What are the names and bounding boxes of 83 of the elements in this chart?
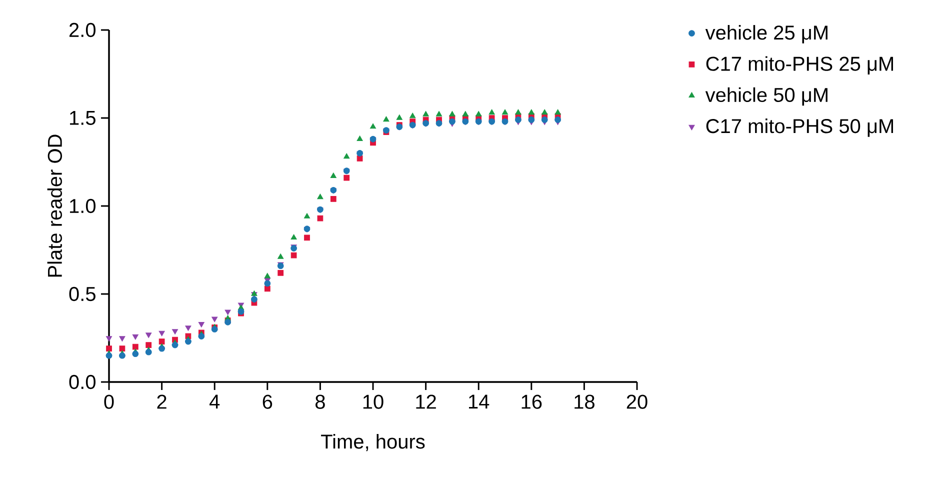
y-tick-label: 0.0	[69, 374, 96, 390]
point	[462, 111, 468, 116]
point	[515, 116, 522, 123]
y-tick-label: 2.0	[69, 22, 96, 38]
point	[185, 338, 192, 345]
point	[158, 330, 165, 336]
x-tick-label: 12	[416, 394, 436, 409]
point	[356, 136, 363, 141]
point	[132, 344, 138, 350]
point	[106, 346, 112, 352]
point	[410, 112, 416, 118]
point	[158, 338, 165, 344]
y-tick-label: 1.0	[70, 198, 96, 214]
point	[145, 348, 152, 356]
legend-label: vehicle 50 μM	[705, 87, 828, 106]
point	[198, 322, 204, 328]
legend-label: C17 mito-PHS 25 μM	[706, 56, 893, 75]
point	[317, 215, 324, 222]
point	[224, 310, 231, 316]
point	[106, 352, 112, 359]
x-tick-label: 20	[626, 394, 648, 409]
point	[383, 116, 390, 122]
point	[146, 342, 152, 348]
point	[396, 114, 402, 120]
point	[146, 332, 152, 338]
point	[422, 111, 429, 116]
point	[528, 109, 534, 115]
point	[198, 333, 205, 340]
point	[119, 346, 126, 352]
point	[304, 213, 310, 218]
point	[344, 174, 350, 181]
point	[449, 111, 456, 116]
x-tick-label: 16	[522, 394, 542, 409]
x-tick-label: 0	[104, 394, 114, 409]
point	[278, 254, 284, 259]
x-tick-label: 18	[574, 394, 594, 409]
point	[290, 234, 297, 240]
point	[172, 342, 178, 348]
x-tick-label: 2	[157, 394, 166, 409]
point	[330, 196, 336, 202]
x-tick-label: 4	[210, 394, 220, 408]
point	[515, 109, 522, 115]
point	[370, 123, 376, 129]
point	[278, 270, 284, 276]
legend-label: vehicle 25 μM	[705, 25, 828, 44]
x-tick-label: 10	[363, 394, 384, 409]
point	[304, 234, 310, 241]
point	[132, 334, 138, 340]
point	[502, 109, 508, 115]
point	[344, 153, 350, 159]
point	[290, 252, 297, 258]
point	[212, 316, 218, 322]
x-tick-label: 14	[469, 394, 490, 408]
point	[542, 109, 548, 115]
point	[185, 326, 192, 331]
point	[264, 286, 270, 292]
point	[554, 109, 561, 115]
x-axis-title: Time, hours	[321, 434, 425, 452]
point	[330, 172, 336, 178]
point	[119, 336, 126, 342]
point	[488, 109, 495, 115]
point	[528, 116, 535, 123]
point	[356, 156, 363, 162]
y-axis-title: Plate reader OD	[47, 134, 62, 277]
x-tick-label: 6	[262, 394, 272, 409]
point	[158, 345, 166, 352]
point	[317, 194, 324, 200]
x-tick-label: 8	[316, 394, 325, 409]
point	[541, 116, 548, 123]
legend-label: C17 mito-PHS 50 μM	[706, 118, 893, 137]
point	[106, 336, 112, 342]
y-tick-label: 1.5	[70, 111, 96, 125]
point	[251, 296, 258, 302]
point	[449, 118, 456, 125]
point	[132, 350, 139, 358]
point	[436, 111, 442, 116]
point	[172, 329, 178, 334]
y-tick-label: 0.5	[69, 286, 96, 302]
point	[476, 111, 482, 116]
point	[264, 272, 270, 278]
point	[264, 280, 271, 287]
point	[554, 116, 562, 123]
point	[119, 352, 126, 359]
